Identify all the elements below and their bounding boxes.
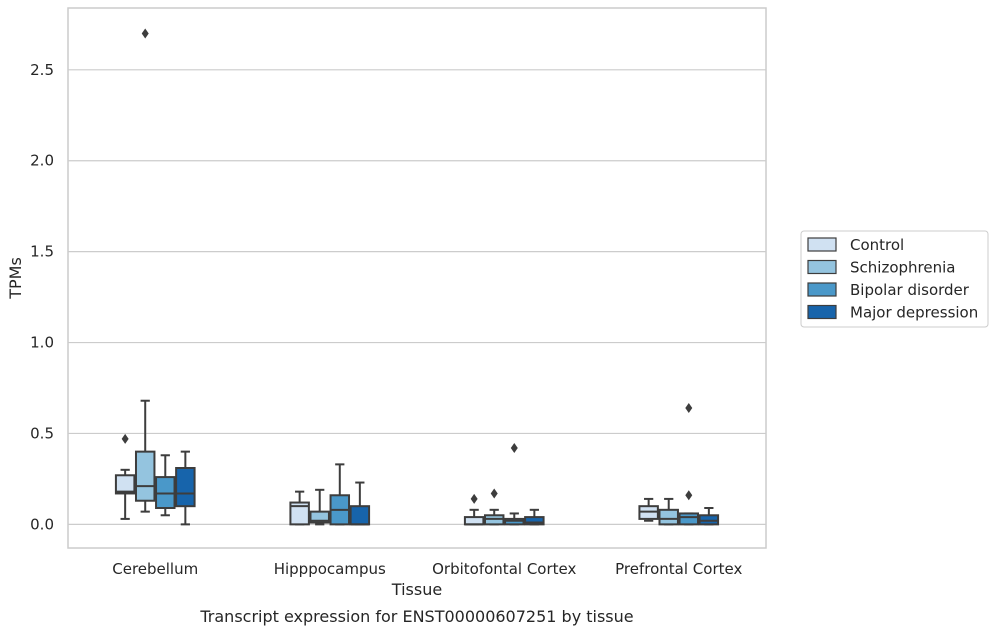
outlier-point <box>510 443 518 453</box>
box-group <box>175 450 196 526</box>
box-group <box>678 403 700 526</box>
y-tick-label: 1.0 <box>30 334 54 352</box>
box <box>289 501 310 526</box>
plot-background <box>68 8 766 548</box>
x-tick-labels: Cerebellum Hipppocampus Orbitofontal Corte… <box>112 560 742 578</box>
box <box>175 467 196 508</box>
box-group <box>504 443 525 526</box>
legend-swatch <box>807 304 837 320</box>
outlier-point <box>490 488 498 499</box>
grid-lines <box>68 69 766 525</box>
legend-label: Bipolar disorder <box>850 281 970 299</box>
y-tick-label: 0.5 <box>30 424 54 442</box>
outlier-point <box>141 28 149 39</box>
outlier-point <box>121 433 129 444</box>
legend-label: Major depression <box>850 304 978 322</box>
chart-caption: Transcript expression for ENST0000060725… <box>199 607 633 626</box>
x-tick-label: Prefrontal Cortex <box>615 560 742 578</box>
box-layer <box>114 28 720 526</box>
box-group <box>698 507 720 526</box>
y-axis-title: TPMs <box>6 257 25 300</box>
y-tick-label: 1.5 <box>30 243 54 261</box>
box-group <box>289 490 310 526</box>
box <box>114 474 136 495</box>
x-tick-label: Cerebellum <box>112 560 198 578</box>
outlier-point <box>470 493 478 504</box>
x-axis-title: Tissue <box>391 580 442 599</box>
box <box>463 516 485 526</box>
box-group <box>349 481 371 526</box>
y-tick-label: 2.0 <box>30 152 54 170</box>
plot-frame <box>67 7 767 549</box>
outlier-point <box>685 403 693 413</box>
box <box>134 450 156 502</box>
box-group <box>155 454 176 517</box>
box-group <box>114 433 136 520</box>
legend-label: Schizophrenia <box>850 259 955 277</box>
y-tick-label: 0.0 <box>30 515 54 533</box>
y-tick-label: 2.5 <box>30 61 54 79</box>
legend-label: Control <box>850 236 904 254</box>
legend-swatch <box>807 237 837 252</box>
box <box>524 516 545 526</box>
box-group <box>309 488 330 526</box>
y-tick-labels: 0.0 0.5 1.0 1.5 2.0 2.5 <box>30 61 54 534</box>
box-group <box>524 508 545 526</box>
box <box>678 512 700 526</box>
box-group <box>329 463 351 526</box>
x-tick-label: Hipppocampus <box>274 560 386 578</box>
box-group <box>463 493 485 526</box>
box-group <box>134 28 156 513</box>
box-group <box>483 488 505 526</box>
box-group <box>638 497 659 522</box>
box <box>349 505 371 526</box>
legend-frame <box>800 230 989 328</box>
legend-swatch <box>807 282 837 297</box>
box <box>658 508 679 526</box>
legend: Control Schizophrenia Bipolar disorder Majo… <box>800 230 989 328</box>
outlier-point <box>685 490 693 501</box>
box <box>309 510 330 524</box>
legend-swatch <box>807 259 837 275</box>
box-group <box>658 497 679 526</box>
x-tick-label: Orbitofontal Cortex <box>432 560 576 578</box>
